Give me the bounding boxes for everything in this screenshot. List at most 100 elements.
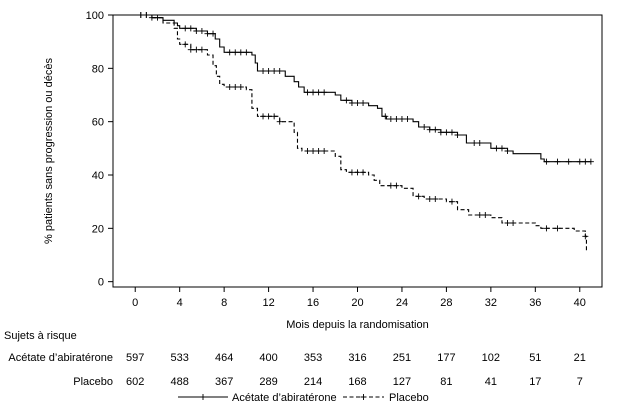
risk-count: 464 — [215, 352, 233, 364]
censor-mark — [398, 116, 405, 122]
censor-mark — [476, 212, 483, 218]
censor-mark — [321, 89, 328, 96]
x-axis-title: Mois depuis la randomisation — [286, 319, 428, 331]
censor-mark — [404, 116, 411, 122]
x-tick-label: 28 — [440, 297, 452, 309]
risk-count: 488 — [171, 376, 189, 388]
risk-count: 7 — [577, 376, 583, 388]
censor-mark — [504, 220, 511, 226]
censor-mark — [510, 220, 517, 226]
y-tick-label: 80 — [92, 63, 104, 75]
censor-mark — [304, 89, 311, 96]
risk-table-title: Sujets à risque — [4, 330, 77, 342]
censor-mark — [421, 124, 428, 130]
x-tick-label: 32 — [485, 297, 497, 309]
censor-mark — [237, 49, 244, 56]
censor-mark — [582, 233, 589, 240]
x-tick-label: 12 — [262, 297, 274, 309]
series-placebo — [135, 12, 589, 253]
censor-mark — [582, 158, 589, 165]
censor-mark — [565, 158, 572, 165]
censor-mark — [471, 140, 478, 146]
censor-mark — [448, 198, 455, 205]
censor-mark — [576, 158, 583, 165]
censor-mark — [198, 28, 205, 34]
censor-mark — [226, 49, 233, 56]
risk-count: 316 — [348, 352, 366, 364]
censor-mark — [271, 113, 278, 120]
censor-mark — [432, 126, 439, 133]
censor-mark — [310, 148, 317, 154]
censor-mark — [454, 132, 461, 138]
censor-mark — [443, 129, 450, 136]
censor-mark — [304, 148, 311, 154]
x-tick-label: 4 — [177, 297, 183, 309]
censor-mark — [415, 193, 422, 200]
censor-mark — [348, 100, 355, 106]
censor-mark — [182, 41, 189, 48]
legend-label: Acétate d’abiratérone — [232, 392, 337, 404]
risk-count: 367 — [215, 376, 233, 388]
censor-mark — [193, 28, 200, 34]
censor-mark — [276, 68, 283, 74]
censor-mark — [437, 129, 444, 136]
censor-mark — [432, 196, 439, 202]
risk-count: 177 — [437, 352, 455, 364]
y-tick-label: 100 — [86, 10, 104, 22]
legend-label: Placebo — [389, 392, 429, 404]
censor-mark — [226, 84, 233, 90]
risk-count: 214 — [304, 376, 322, 388]
censor-mark — [315, 148, 322, 154]
survival-curve-line — [135, 14, 591, 163]
censor-mark — [498, 145, 505, 152]
legend-censor-mark — [200, 394, 206, 400]
censor-mark — [504, 148, 511, 154]
censor-mark — [137, 12, 144, 18]
censor-mark — [260, 68, 267, 74]
risk-row-label: Placebo — [73, 376, 113, 388]
risk-count: 102 — [482, 352, 500, 364]
risk-count: 400 — [259, 352, 277, 364]
censor-mark — [554, 225, 561, 232]
censor-mark — [315, 89, 322, 96]
censor-mark — [204, 30, 211, 37]
censor-mark — [587, 158, 594, 165]
censor-mark — [198, 46, 205, 53]
risk-count: 127 — [393, 376, 411, 388]
censor-mark — [448, 129, 455, 136]
censor-mark — [187, 46, 194, 53]
risk-count: 533 — [171, 352, 189, 364]
censor-mark — [382, 113, 389, 120]
risk-count: 41 — [485, 376, 497, 388]
censor-mark — [343, 97, 350, 104]
censor-mark — [143, 12, 150, 18]
x-tick-label: 8 — [221, 297, 227, 309]
x-tick-label: 24 — [396, 297, 408, 309]
censor-mark — [554, 158, 561, 165]
plot-frame — [112, 14, 603, 288]
censor-mark — [265, 68, 272, 74]
censor-mark — [348, 169, 355, 176]
censor-mark — [265, 113, 272, 120]
x-tick-label: 20 — [351, 297, 363, 309]
censor-mark — [387, 116, 394, 122]
censor-mark — [360, 100, 367, 106]
censor-mark — [482, 212, 489, 218]
censor-mark — [187, 25, 194, 32]
censor-mark — [426, 196, 433, 202]
series-abiraterone — [135, 12, 594, 165]
risk-count: 168 — [348, 376, 366, 388]
censor-mark — [354, 100, 361, 106]
risk-count: 597 — [126, 352, 144, 364]
censor-mark — [182, 25, 189, 32]
censor-mark — [232, 84, 239, 90]
y-tick-label: 60 — [92, 117, 104, 129]
y-tick-label: 40 — [92, 170, 104, 182]
censor-mark — [193, 46, 200, 53]
censor-mark — [271, 68, 278, 74]
risk-count: 602 — [126, 376, 144, 388]
censor-mark — [310, 89, 317, 96]
censor-mark — [493, 145, 500, 152]
censor-mark — [543, 225, 550, 232]
